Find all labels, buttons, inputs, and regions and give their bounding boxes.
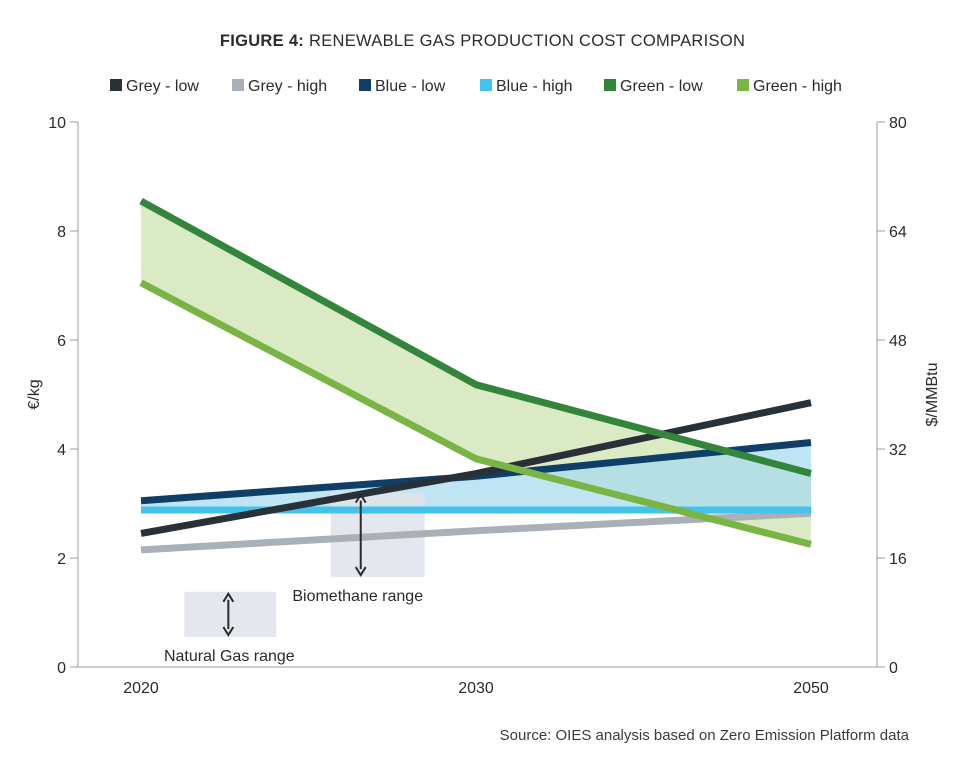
legend-swatch-1: [232, 79, 244, 91]
range-box-0: [184, 591, 277, 638]
chart-title-text: RENEWABLE GAS PRODUCTION COST COMPARISON: [309, 32, 746, 50]
chart-title-prefix: FIGURE 4:: [219, 32, 305, 50]
range-label-0: Natural Gas range: [164, 648, 295, 665]
legend-swatch-2: [359, 79, 371, 91]
chart-title: FIGURE 4: RENEWABLE GAS PRODUCTION COST …: [0, 32, 965, 51]
range-arrow-head-up-1: [354, 492, 367, 504]
legend-label-2: Blue - low: [375, 78, 446, 95]
y-tick-label-right: 80: [889, 115, 907, 132]
range-arrow-head-down-1: [354, 566, 367, 577]
y-tick-label-left: 10: [48, 115, 66, 132]
legend-label-3: Blue - high: [496, 78, 573, 95]
y-tick-label-right: 16: [889, 551, 907, 568]
series-line-0: [140, 399, 812, 537]
y-axis-label-left: €/kg: [26, 379, 43, 409]
y-tick-label-left: 2: [57, 551, 66, 568]
range-arrow-head-up-0: [222, 591, 235, 603]
range-label-1: Biomethane range: [292, 588, 423, 605]
legend-swatch-5: [737, 79, 749, 91]
legend-label-1: Grey - high: [248, 78, 327, 95]
y-tick-label-right: 48: [889, 333, 907, 350]
y-tick-label-left: 0: [57, 660, 66, 677]
legend-swatch-0: [110, 79, 122, 91]
legend-label-5: Green - high: [753, 78, 842, 95]
source-note: Source: OIES analysis based on Zero Emis…: [499, 727, 909, 744]
y-axis-label-right: $/MMBtu: [924, 362, 941, 426]
legend-label-0: Grey - low: [126, 78, 199, 95]
y-tick-label-left: 8: [57, 224, 66, 241]
y-tick-label-right: 64: [889, 224, 907, 241]
y-tick-label-right: 32: [889, 442, 907, 459]
series-line-4: [139, 197, 812, 477]
legend-swatch-4: [604, 79, 616, 91]
series-line-5: [139, 279, 812, 548]
y-tick-label-right: 0: [889, 660, 898, 677]
x-tick-label: 2020: [123, 680, 159, 697]
x-tick-label: 2030: [458, 680, 494, 697]
y-tick-label-left: 6: [57, 333, 66, 350]
legend-swatch-3: [480, 79, 492, 91]
x-tick-label: 2050: [793, 680, 829, 697]
range-arrow-head-down-0: [222, 626, 235, 637]
legend-label-4: Green - low: [620, 78, 703, 95]
y-tick-label-left: 4: [57, 442, 66, 459]
